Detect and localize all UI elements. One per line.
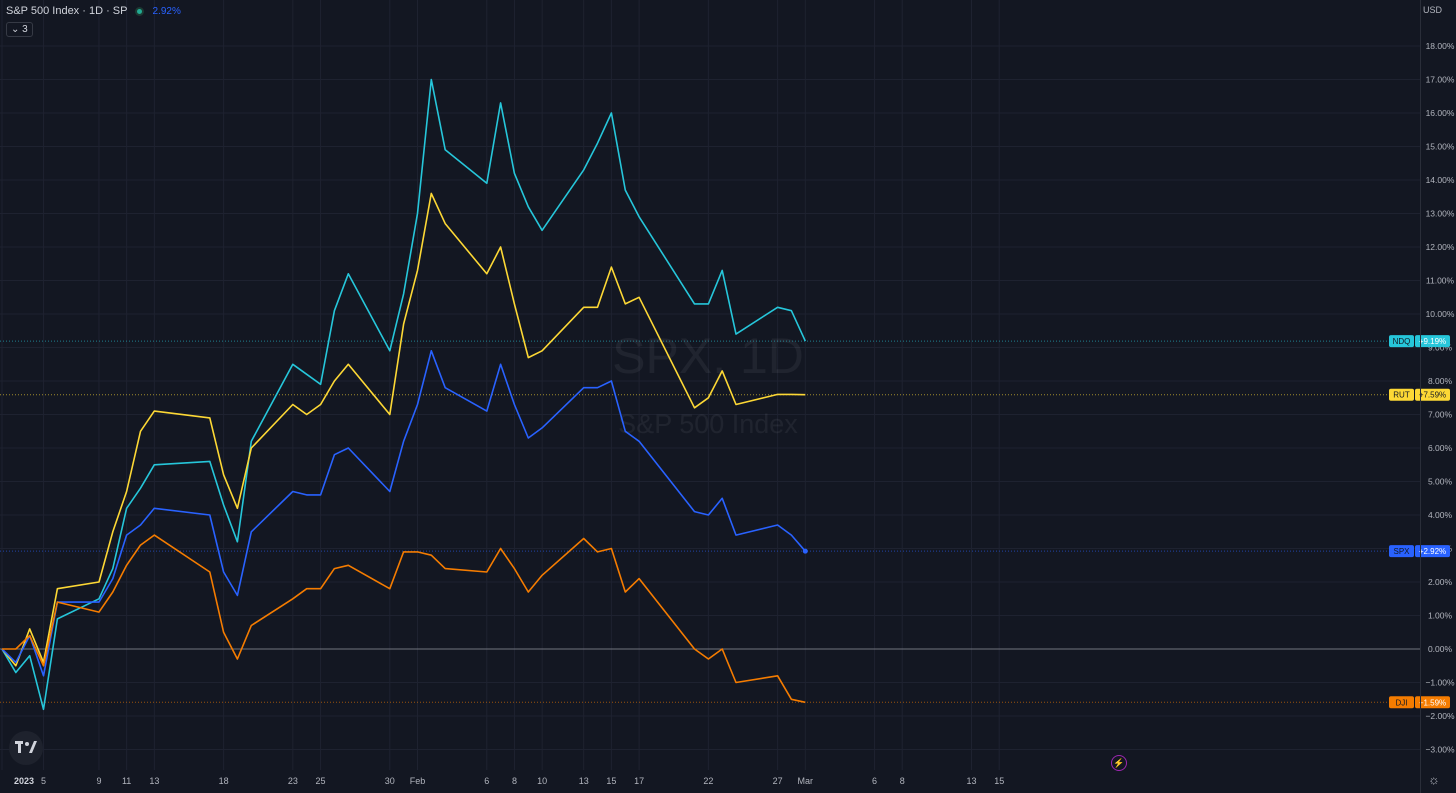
- x-tick-label: 9: [96, 776, 101, 786]
- y-tick-label: 17.00%: [1426, 75, 1455, 85]
- series-line-dji[interactable]: [2, 534, 806, 704]
- series-value-tag: [1415, 545, 1450, 558]
- x-tick-label: Feb: [410, 776, 426, 786]
- series-value-text: +9.19%: [1419, 337, 1446, 346]
- x-tick-label: 22: [703, 776, 713, 786]
- series-value-text: −1.59%: [1419, 698, 1446, 707]
- series-line-spx[interactable]: [1, 349, 806, 677]
- x-tick-label: Mar: [798, 776, 814, 786]
- chevron-down-icon: ⌄: [11, 24, 20, 35]
- series-name-text: RUT: [1393, 391, 1410, 400]
- series-value-tag: [1415, 696, 1450, 709]
- series-value-tag: [1415, 335, 1450, 348]
- series-value-text: +2.92%: [1419, 547, 1446, 556]
- y-tick-label: 9.00%: [1428, 343, 1453, 353]
- watermark-symbol: SPX, 1D: [612, 328, 804, 384]
- x-tick-label: 6: [484, 776, 489, 786]
- y-tick-label: −2.00%: [1425, 711, 1455, 721]
- y-tick-label: 5.00%: [1428, 477, 1453, 487]
- y-tick-label: 12.00%: [1426, 242, 1455, 252]
- x-tick-label: 27: [773, 776, 783, 786]
- end-label-rut: RUT +7.59%: [1389, 388, 1450, 401]
- x-tick-label: 2023: [14, 776, 34, 786]
- end-label-spx: SPX +2.92%: [1389, 545, 1450, 558]
- x-tick-label: 8: [512, 776, 517, 786]
- series-name-tag: [1389, 696, 1414, 709]
- y-tick-label: 2.00%: [1428, 577, 1453, 587]
- x-tick-label: 6: [872, 776, 877, 786]
- y-tick-label: 0.00%: [1428, 644, 1453, 654]
- collapse-indicators-button[interactable]: ⌄ 3: [6, 22, 33, 37]
- series-name-text: NDQ: [1393, 337, 1411, 346]
- end-label-ndq: NDQ +9.19%: [1389, 335, 1450, 348]
- tradingview-logo-icon[interactable]: [9, 731, 43, 765]
- x-tick-label: 13: [966, 776, 976, 786]
- series-lines[interactable]: [1, 78, 808, 711]
- y-tick-label: 16.00%: [1426, 108, 1455, 118]
- currency-label[interactable]: USD: [1422, 5, 1442, 15]
- x-tick-label: 25: [316, 776, 326, 786]
- y-tick-label: 13.00%: [1426, 209, 1455, 219]
- change-value: 2.92%: [152, 5, 181, 17]
- gear-icon[interactable]: ☼: [1428, 772, 1440, 787]
- lightning-icon[interactable]: ⚡: [1111, 755, 1127, 771]
- series-name-tag: [1389, 388, 1414, 401]
- series-name-text: DJI: [1396, 698, 1408, 707]
- end-label-dji: DJI −1.59%: [1389, 696, 1450, 709]
- series-value-text: +7.59%: [1419, 391, 1446, 400]
- x-tick-label: 10: [537, 776, 547, 786]
- y-tick-label: 14.00%: [1426, 175, 1455, 185]
- tv-logo-mark: [15, 741, 37, 753]
- y-tick-label: 11.00%: [1426, 276, 1455, 286]
- grid-lines: [0, 0, 1420, 770]
- series-name-text: SPX: [1393, 547, 1410, 556]
- time-axis[interactable]: 2023 5 9 11 13 18 23 25 30 Feb 6 8 10 13 15 17 22 27 Mar 6 8…: [14, 776, 1004, 786]
- series-name-tag: [1389, 335, 1414, 348]
- y-tick-label: 15.00%: [1426, 142, 1455, 152]
- x-tick-label: 13: [579, 776, 589, 786]
- x-tick-label: 15: [606, 776, 616, 786]
- series-line-ndq[interactable]: [1, 78, 807, 711]
- x-tick-label: 17: [634, 776, 644, 786]
- y-tick-label: −1.00%: [1425, 678, 1455, 688]
- symbol-title[interactable]: S&P 500 Index · 1D · SP: [6, 5, 128, 17]
- watermark-name: S&P 500 Index: [618, 409, 798, 439]
- symbol-header[interactable]: S&P 500 Index · 1D · SP 2.92%: [6, 5, 181, 17]
- x-tick-label: 15: [994, 776, 1004, 786]
- x-tick-label: 18: [219, 776, 229, 786]
- price-axis-separator: [1420, 0, 1421, 793]
- y-tick-label: 10.00%: [1426, 309, 1455, 319]
- reference-lines: [0, 340, 1420, 703]
- series-end-labels: NDQ +9.19% RUT +7.59% SPX +2.92% DJI −1.59%: [1389, 335, 1450, 709]
- y-tick-label: 6.00%: [1428, 443, 1453, 453]
- x-tick-label: 11: [122, 776, 131, 786]
- series-value-tag: [1415, 388, 1450, 401]
- y-tick-label: 18.00%: [1426, 41, 1455, 51]
- market-status-icon: [135, 6, 145, 16]
- price-axis[interactable]: 18.00% 17.00% 16.00% 15.00% 14.00% 13.00% 12.0…: [1425, 41, 1455, 755]
- series-line-rut[interactable]: [1, 192, 806, 667]
- indicator-count: 3: [22, 24, 28, 35]
- y-tick-label: −3.00%: [1425, 745, 1455, 755]
- y-tick-label: 7.00%: [1428, 410, 1453, 420]
- spx-last-point: [802, 548, 808, 554]
- x-tick-label: 5: [41, 776, 46, 786]
- series-name-tag: [1389, 545, 1414, 558]
- y-tick-label: 4.00%: [1428, 510, 1453, 520]
- x-tick-label: 13: [149, 776, 159, 786]
- y-tick-label: 1.00%: [1428, 611, 1453, 621]
- x-tick-label: 30: [385, 776, 395, 786]
- x-tick-label: 23: [288, 776, 298, 786]
- y-tick-label: 8.00%: [1428, 376, 1453, 386]
- x-tick-label: 8: [900, 776, 905, 786]
